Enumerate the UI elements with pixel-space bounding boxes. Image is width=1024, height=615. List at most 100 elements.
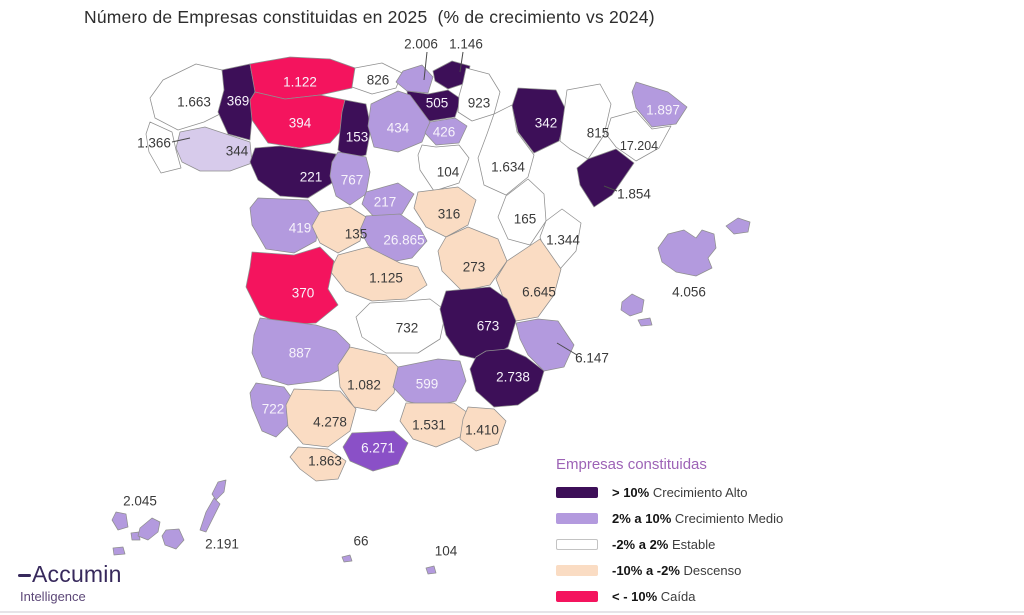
leader-line-bizkaia (423, 51, 428, 81)
region-value-murcia: 2.738 (496, 370, 530, 385)
region-zamora (249, 145, 337, 199)
region-value-girona: 1.897 (646, 103, 680, 118)
region-value-tarragona: 1.854 (617, 187, 651, 202)
region-value-badajoz: 887 (289, 346, 312, 361)
legend-item-label: > 10% Crecimiento Alto (612, 484, 748, 500)
region-santa-cruz-de-tenerife (112, 546, 126, 556)
legend-item-label: < - 10% Caída (612, 588, 696, 604)
region-guadalajara (413, 186, 477, 238)
region-value-madrid: 26.865 (383, 233, 424, 248)
region-value-alicante: 6.147 (575, 351, 609, 366)
logo-name: Accumin (32, 561, 122, 587)
region-value-valladolid: 767 (341, 173, 364, 188)
legend-rows: > 10% Crecimiento Alto 2% a 10% Crecimie… (556, 484, 856, 604)
legend-item: 2% a 10% Crecimiento Medio (556, 510, 856, 526)
region-murcia (469, 348, 545, 408)
page-title: Número de Empresas constituidas en 2025 … (84, 7, 655, 27)
region-madrid (359, 213, 428, 264)
leader-line-tarragona (603, 185, 618, 192)
region-toledo (329, 246, 428, 302)
region-value-salamanca: 419 (289, 221, 312, 236)
legend-swatch (556, 486, 598, 498)
region-value-soria: 104 (437, 165, 460, 180)
legend-item: < - 10% Caída (556, 588, 856, 604)
legend-item-label: -10% a -2% Descenso (612, 562, 742, 578)
legend-item: > 10% Crecimiento Alto (556, 484, 856, 500)
accumin-logo: Accumin Intelligence (18, 561, 122, 604)
region-ourense (175, 126, 253, 172)
region-value-lugo: 369 (227, 94, 250, 109)
region-value-burgos: 434 (387, 121, 410, 136)
region-illes-balears (657, 229, 717, 277)
legend-item-label: 2% a 10% Crecimiento Medio (612, 510, 784, 526)
logo-subtitle: Intelligence (20, 589, 86, 604)
region-value-avila: 135 (345, 227, 368, 242)
region-cordoba (337, 346, 399, 412)
region-avila (311, 206, 367, 254)
region-value-huelva: 722 (262, 402, 285, 417)
region-value-alava: 505 (426, 96, 449, 111)
legend: Empresas constituidas > 10% Crecimiento … (556, 456, 856, 615)
region-valencia (495, 238, 562, 322)
region-malaga (342, 430, 409, 472)
region-value-jaen: 599 (416, 377, 439, 392)
region-las-palmas (199, 497, 221, 533)
bottom-divider (0, 611, 1024, 613)
region-ceuta (341, 554, 353, 563)
region-value-almeria: 1.410 (465, 423, 499, 438)
legend-swatch (556, 512, 598, 524)
region-illes-balears (620, 293, 645, 317)
region-cadiz (289, 446, 347, 482)
region-badajoz (251, 317, 351, 386)
region-value-santa-cruz-de-tenerife: 2.045 (123, 494, 157, 509)
region-granada (399, 402, 469, 448)
region-value-malaga: 6.271 (361, 441, 395, 456)
region-value-la-rioja: 426 (433, 125, 456, 140)
region-lleida (559, 83, 612, 160)
leader-line-pontevedra (171, 137, 191, 143)
legend-title: Empresas constituidas (556, 456, 707, 473)
region-value-sevilla: 4.278 (313, 415, 347, 430)
region-value-ceuta: 66 (353, 534, 368, 549)
region-leon (249, 91, 346, 149)
region-value-asturias: 1.122 (283, 75, 317, 90)
legend-item: -2% a 2% Estable (556, 537, 856, 552)
region-jaen (392, 358, 467, 408)
region-santa-cruz-de-tenerife (111, 511, 129, 531)
region-value-castellon: 1.344 (546, 233, 580, 248)
region-melilla (425, 565, 437, 575)
leader-line-gipuzkoa (459, 51, 464, 73)
region-cuenca (437, 226, 508, 292)
legend-swatch (556, 590, 598, 602)
region-sevilla (285, 388, 357, 448)
region-salamanca (249, 197, 321, 254)
region-value-gipuzkoa: 1.146 (449, 37, 483, 52)
region-la-rioja (424, 117, 468, 146)
region-value-lleida: 815 (587, 126, 610, 141)
region-valladolid (329, 151, 371, 206)
region-value-teruel: 165 (514, 212, 537, 227)
region-value-barcelona: 17.204 (620, 139, 658, 153)
region-value-valencia: 6.645 (522, 285, 556, 300)
region-cantabria (351, 62, 403, 95)
region-burgos (367, 90, 431, 153)
region-bizkaia (395, 64, 434, 94)
region-value-toledo: 1.125 (369, 271, 403, 286)
region-value-las-palmas: 2.191 (205, 537, 239, 552)
legend-swatch (556, 564, 598, 576)
region-caceres (245, 246, 339, 326)
region-las-palmas (161, 528, 185, 550)
region-santa-cruz-de-tenerife (130, 531, 141, 541)
region-value-cantabria: 826 (367, 73, 390, 88)
region-alicante (515, 318, 575, 372)
leader-line-alicante (556, 342, 578, 356)
region-value-ciudad-real: 732 (396, 321, 419, 336)
region-pontevedra (145, 121, 182, 174)
legend-item: -10% a -2% Descenso (556, 562, 856, 578)
region-soria (417, 144, 470, 192)
region-value-segovia: 217 (374, 195, 397, 210)
region-value-granada: 1.531 (412, 418, 446, 433)
region-value-guadalajara: 316 (438, 207, 461, 222)
region-zaragoza (477, 104, 535, 196)
